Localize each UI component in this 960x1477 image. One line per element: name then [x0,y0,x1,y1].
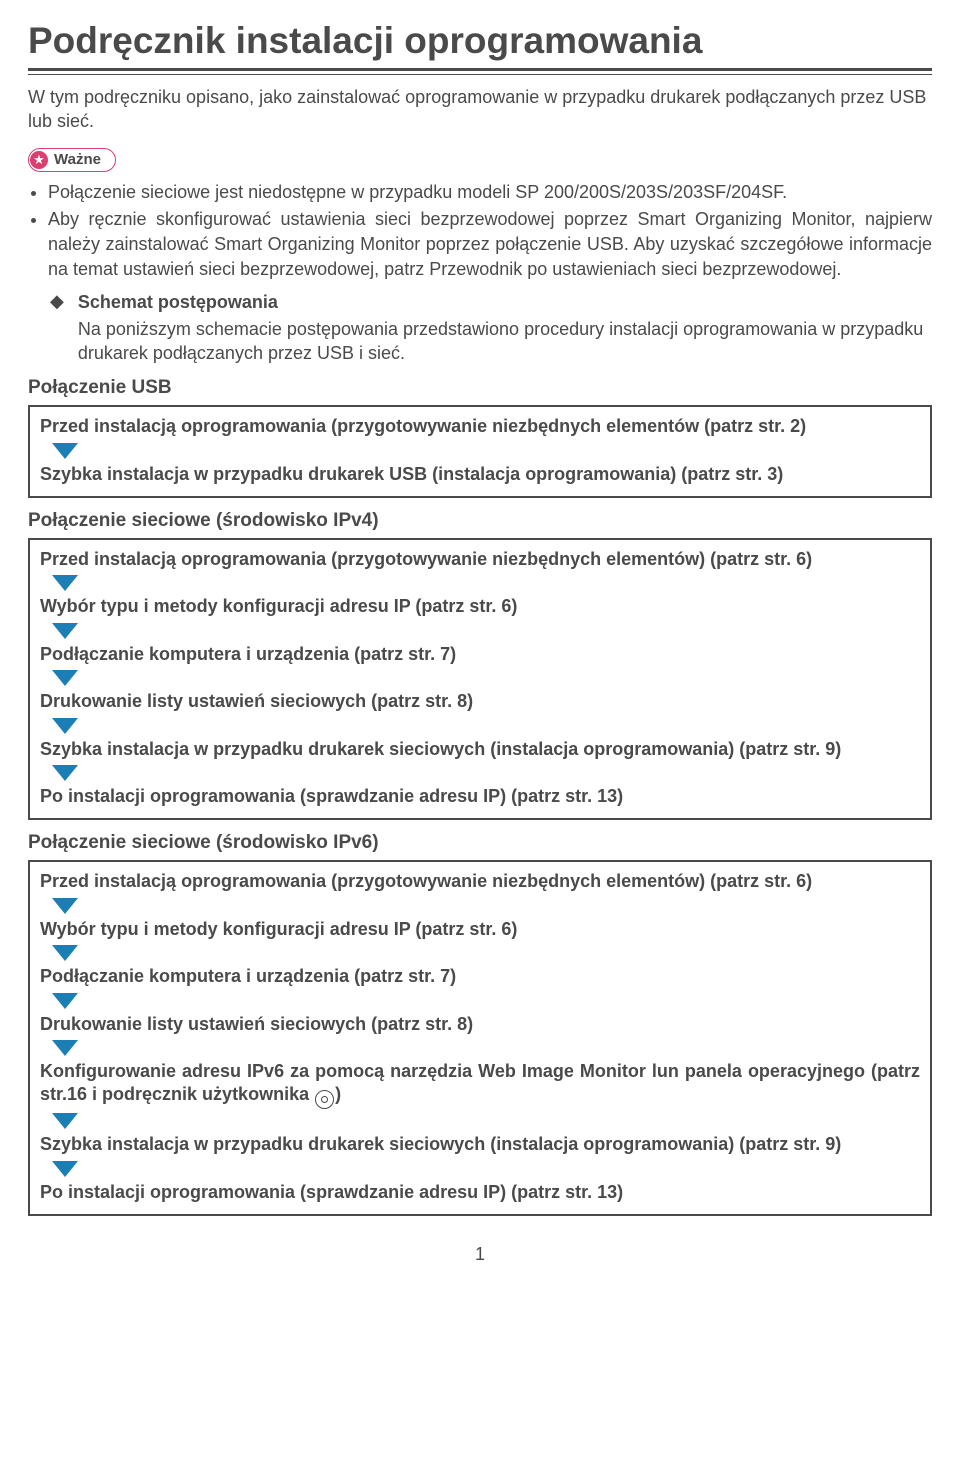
section-heading: Połączenie sieciowe (środowisko IPv6) [28,832,932,854]
flow-arrow [52,993,920,1009]
arrow-down-icon [52,670,78,686]
flow-box: Przed instalacją oprogramowania (przygot… [28,538,932,820]
important-bullet-list: Połączenie sieciowe jest niedostępne w p… [28,180,932,283]
arrow-down-icon [52,1113,78,1129]
section-heading: Połączenie USB [28,377,932,399]
flow-step: Po instalacji oprogramowania (sprawdzani… [40,785,920,808]
flow-arrow [52,1161,920,1177]
arrow-down-icon [52,898,78,914]
flow-arrow [52,670,920,686]
important-label: Ważne [54,151,101,168]
arrow-down-icon [52,1161,78,1177]
flow-step: Wybór typu i metody konfiguracji adresu … [40,595,920,618]
flow-step: Po instalacji oprogramowania (sprawdzani… [40,1181,920,1204]
flow-step: Szybka instalacja w przypadku drukarek U… [40,463,920,486]
arrow-down-icon [52,993,78,1009]
flow-step: Szybka instalacja w przypadku drukarek s… [40,738,920,761]
important-badge: ★ Ważne [28,148,116,172]
flow-step: Drukowanie listy ustawień sieciowych (pa… [40,1013,920,1036]
flow-box: Przed instalacją oprogramowania (przygot… [28,405,932,498]
flow-step: Drukowanie listy ustawień sieciowych (pa… [40,690,920,713]
flow-step: Szybka instalacja w przypadku drukarek s… [40,1133,920,1156]
bullet-item: Aby ręcznie skonfigurować ustawienia sie… [48,207,932,283]
flow-arrow [52,765,920,781]
page-title: Podręcznik instalacji oprogramowania [28,20,932,62]
star-icon: ★ [30,151,48,169]
flow-arrow [52,718,920,734]
flow-step: Konfigurowanie adresu IPv6 za pomocą nar… [40,1060,920,1109]
schema-row: ◆ Schemat postępowania Na poniższym sche… [50,290,932,365]
arrow-down-icon [52,623,78,639]
schema-text: Na poniższym schemacie postępowania prze… [78,319,923,363]
bullet-item: Połączenie sieciowe jest niedostępne w p… [48,180,932,205]
flow-arrow [52,623,920,639]
title-divider [28,68,932,75]
arrow-down-icon [52,945,78,961]
arrow-down-icon [52,443,78,459]
diamond-icon: ◆ [50,290,64,313]
disc-icon [315,1090,334,1109]
arrow-down-icon [52,765,78,781]
flow-arrow [52,575,920,591]
flow-arrow [52,898,920,914]
flow-arrow [52,945,920,961]
arrow-down-icon [52,718,78,734]
flow-step: Przed instalacją oprogramowania (przygot… [40,415,920,438]
page-number: 1 [28,1244,932,1265]
arrow-down-icon [52,1040,78,1056]
flow-step: Przed instalacją oprogramowania (przygot… [40,870,920,893]
flow-arrow [52,1113,920,1129]
flow-step: Podłączanie komputera i urządzenia (patr… [40,965,920,988]
intro-text: W tym podręczniku opisano, jako zainstal… [28,85,932,134]
flow-box: Przed instalacją oprogramowania (przygot… [28,860,932,1216]
flow-arrow [52,1040,920,1056]
flow-step: Podłączanie komputera i urządzenia (patr… [40,643,920,666]
schema-title: Schemat postępowania [78,290,932,314]
section-heading: Połączenie sieciowe (środowisko IPv4) [28,510,932,532]
arrow-down-icon [52,575,78,591]
flow-arrow [52,443,920,459]
flow-step: Przed instalacją oprogramowania (przygot… [40,548,920,571]
flow-step: Wybór typu i metody konfiguracji adresu … [40,918,920,941]
